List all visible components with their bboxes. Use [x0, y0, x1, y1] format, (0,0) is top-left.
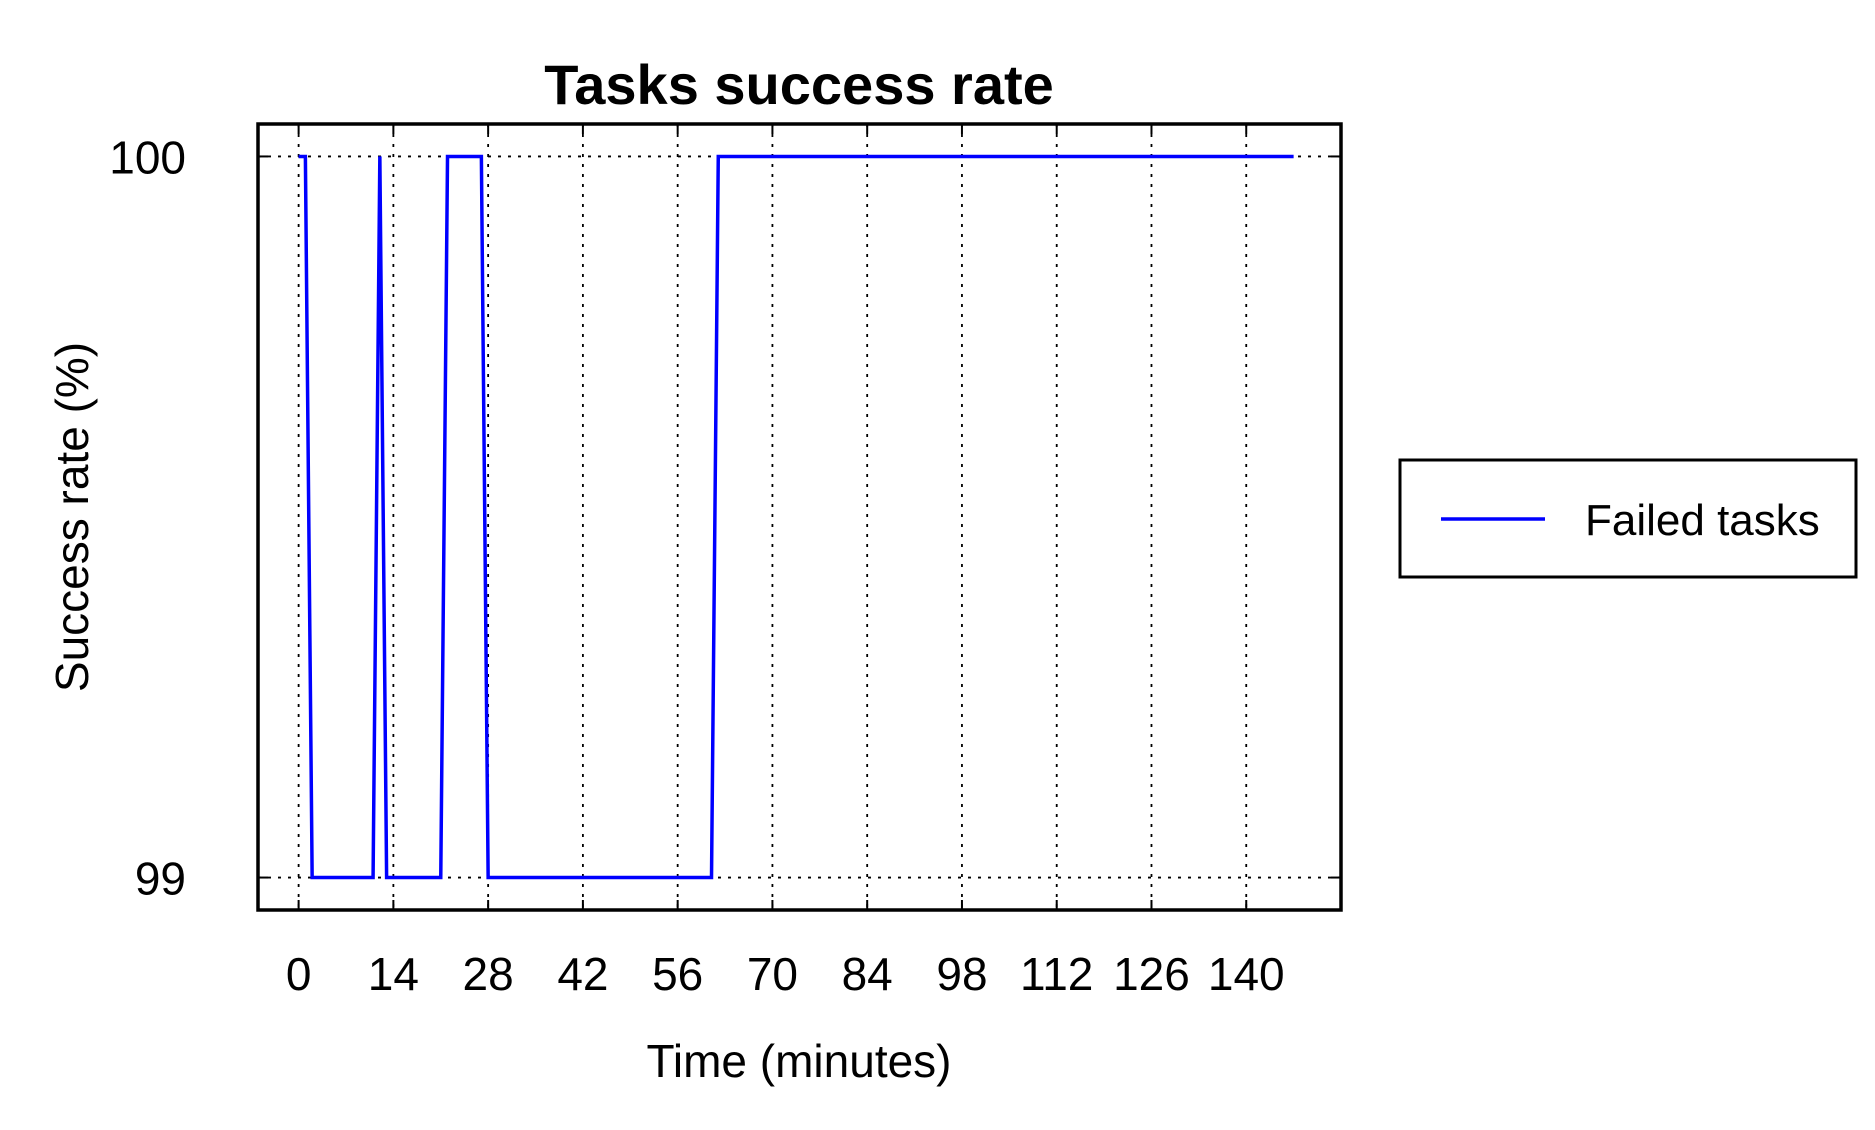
x-tick-label: 28 [463, 948, 514, 1000]
series-layer [298, 154, 1294, 880]
series-line-failed-tasks [298, 154, 1294, 880]
x-tick-label: 70 [747, 948, 798, 1000]
x-tick-label: 84 [842, 948, 893, 1000]
x-tick-label: 56 [652, 948, 703, 1000]
legend: Failed tasks [1398, 458, 1858, 579]
chart-title: Tasks success rate [544, 53, 1054, 116]
legend-box [1398, 458, 1858, 579]
y-tick-label: 99 [135, 853, 186, 905]
y-tick-labels: 99 100 [109, 131, 186, 904]
x-tick-label: 112 [1020, 948, 1093, 1000]
x-tick-label: 0 [286, 948, 312, 1000]
x-tick-label: 14 [368, 948, 419, 1000]
y-tick-label: 100 [109, 131, 186, 183]
x-tick-label: 42 [557, 948, 608, 1000]
y-axis-label: Success rate (%) [46, 342, 98, 692]
legend-label-failed-tasks: Failed tasks [1585, 496, 1820, 545]
plot-frame [256, 122, 1343, 912]
x-axis-label: Time (minutes) [647, 1035, 952, 1087]
tick-layer [258, 124, 1341, 910]
x-tick-label: 98 [936, 948, 987, 1000]
x-tick-label: 126 [1113, 948, 1190, 1000]
grid-layer [258, 124, 1341, 910]
x-tick-labels: 0 14 28 42 56 70 84 98 112 126 140 [286, 948, 1285, 1000]
x-tick-label: 140 [1208, 948, 1285, 1000]
